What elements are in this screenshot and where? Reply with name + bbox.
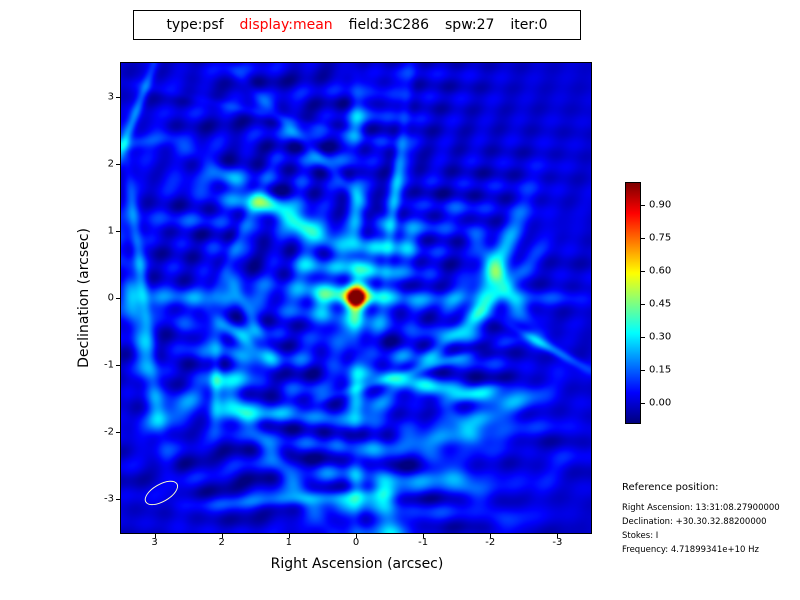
colorbar-tick-label: 0.60 bbox=[649, 265, 672, 277]
reference-line: Declination: +30.30.32.88200000 bbox=[622, 517, 767, 527]
y-tick-label: 2 bbox=[107, 158, 114, 170]
x-tick-label: 0 bbox=[352, 537, 360, 548]
y-tick-label: 3 bbox=[107, 91, 114, 103]
colorbar-gradient bbox=[626, 183, 640, 423]
colorbar-frame bbox=[625, 182, 641, 424]
title-box: type:psf display:mean field:3C286 spw:27 ite… bbox=[133, 10, 581, 40]
colorbar-tick-label: 0.30 bbox=[649, 331, 672, 343]
title-part: iter:0 bbox=[510, 17, 548, 33]
x-tick-label: 3 bbox=[151, 537, 158, 548]
title-row: type:psf display:mean field:3C286 spw:27 ite… bbox=[120, 10, 594, 40]
reference-lines: Right Ascension: 13:31:08.27900000 Declin… bbox=[622, 501, 800, 557]
image-frame bbox=[116, 62, 592, 538]
title-part: spw:27 bbox=[445, 17, 495, 33]
colorbar-tick-label: 0.75 bbox=[649, 232, 672, 244]
reference-line: Stokes: I bbox=[622, 531, 659, 541]
x-tick-label: 1 bbox=[285, 537, 293, 548]
reference-line: Frequency: 4.71899341e+10 Hz bbox=[622, 545, 759, 555]
reference-position-block: Reference position: Right Ascension: 13:… bbox=[622, 482, 800, 557]
title-part: type:psf bbox=[166, 17, 224, 33]
colorbar-tick-label: 0.15 bbox=[649, 364, 672, 376]
psf-image-canvas[interactable] bbox=[121, 63, 591, 533]
reference-heading: Reference position: bbox=[622, 482, 719, 493]
y-tick-label: 1 bbox=[107, 225, 114, 237]
y-axis-label: Declination (arcsec) bbox=[76, 228, 92, 368]
colorbar-tick-label: 0.90 bbox=[649, 199, 672, 211]
x-tick-label: -3 bbox=[552, 537, 563, 548]
reference-line: Right Ascension: 13:31:08.27900000 bbox=[622, 503, 780, 513]
x-tick-label: -1 bbox=[418, 537, 429, 548]
y-axis-tick-labels: 3 2 1 0 -1 -2 -3 bbox=[88, 63, 114, 533]
colorbar-tick-label: 0.00 bbox=[649, 397, 672, 409]
x-tick-label: 2 bbox=[218, 537, 225, 548]
colorbar-tick-label: 0.45 bbox=[649, 298, 672, 310]
y-tick-label: -1 bbox=[104, 359, 114, 371]
x-axis-label: Right Ascension (arcsec) bbox=[270, 556, 444, 572]
title-part: display:mean bbox=[239, 17, 333, 33]
colorbar: 0.90 0.75 0.60 0.45 0.30 0.15 0.00 bbox=[625, 182, 695, 424]
x-tick-label: -2 bbox=[485, 537, 496, 548]
title-part: field:3C286 bbox=[348, 17, 430, 33]
x-axis-tick-labels: 3 2 1 0 -1 -2 -3 bbox=[121, 537, 591, 551]
y-tick-label: -3 bbox=[104, 493, 114, 505]
y-tick-label: -2 bbox=[104, 426, 114, 438]
y-tick-label: 0 bbox=[107, 292, 114, 304]
